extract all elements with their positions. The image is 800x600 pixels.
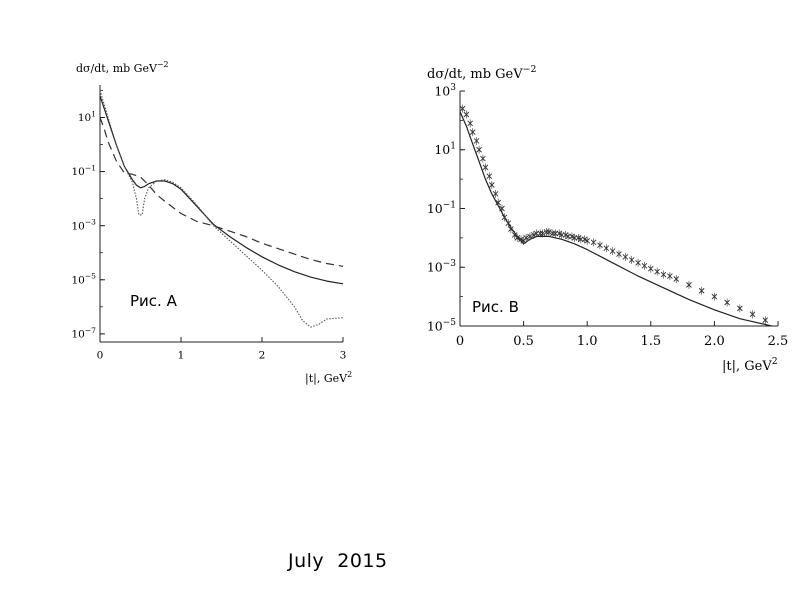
y-tick-label: 101 (434, 142, 456, 158)
series-line-solid (459, 111, 772, 327)
x-tick-label: 0 (456, 334, 464, 349)
y-tick-label: 10−3 (427, 259, 456, 275)
x-tick-label: 1.5 (640, 334, 661, 349)
chart-a: 101 10−1 10−3 10−5 10−70 1 2 3 dσ/dt, mb GeV−2 |t… (71, 60, 352, 386)
y-tick-label: 103 (434, 83, 456, 99)
y-axis-label: dσ/dt, mb GeV−2 (76, 60, 169, 75)
x-tick-label: 3 (340, 350, 347, 362)
y-tick-label: 10−1 (427, 200, 456, 216)
figure-label: Рис. А (130, 292, 178, 310)
x-tick-label: 2 (259, 350, 266, 362)
y-axis-label: dσ/dt, mb GeV−2 (427, 64, 536, 82)
x-axis-label: |t|, GeV2 (305, 370, 352, 386)
series-line-dashed (99, 117, 344, 267)
x-tick-label: 0.5 (513, 334, 534, 349)
date-footer: July 2015 (288, 550, 388, 572)
x-tick-label: 2.5 (768, 334, 789, 349)
chart-b: 103 101 10−1 10−3 10−50 0.5 1.0 1.5 2.0 2.5 dσ/dt,… (427, 64, 789, 374)
y-tick-label: 10−7 (71, 326, 96, 341)
y-tick-label: 10−5 (71, 272, 96, 287)
y-tick-label: 10−1 (71, 164, 96, 179)
series-markers (459, 104, 769, 325)
figure-label: Рис. B (472, 298, 519, 316)
x-tick-label: 0 (97, 350, 104, 362)
y-tick-label: 10−5 (427, 318, 456, 334)
y-tick-label: 10−3 (71, 218, 96, 233)
y-tick-label: 101 (78, 109, 96, 124)
x-tick-label: 1.0 (577, 334, 598, 349)
x-axis-label: |t|, GeV2 (722, 356, 778, 374)
x-tick-label: 1 (178, 350, 185, 362)
series-line-solid (99, 95, 344, 285)
x-tick-label: 2.0 (704, 334, 725, 349)
